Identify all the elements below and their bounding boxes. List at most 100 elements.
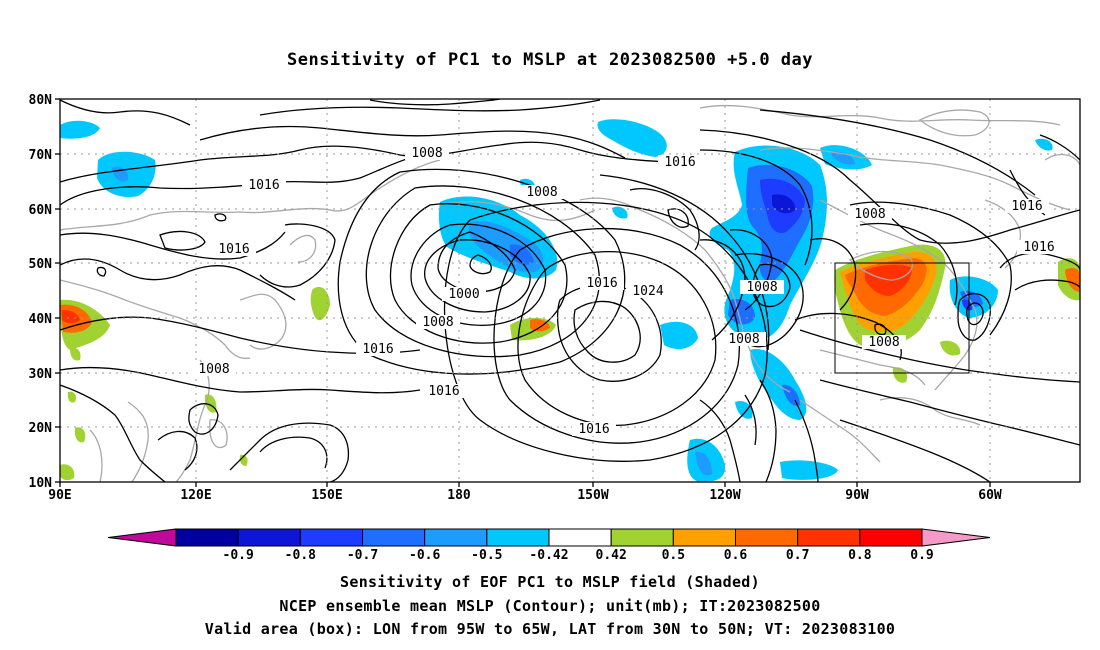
contour-label: 1008 [416, 315, 460, 330]
coastlines [60, 104, 1080, 482]
svg-text:1008: 1008 [198, 362, 229, 377]
colorbar-label: 0.6 [724, 548, 748, 563]
shade-negative [962, 299, 973, 311]
colorbar-segment [237, 528, 301, 547]
contour-label: 1016 [580, 276, 624, 291]
contour-label: 1008 [405, 146, 449, 161]
colorbar-segment [610, 528, 674, 547]
contour-label: 1008 [520, 185, 564, 200]
colorbar-label: 0.42 [596, 548, 627, 563]
colorbar-segment [735, 528, 799, 547]
contour-label: 1016 [1017, 240, 1061, 255]
svg-text:1008: 1008 [746, 280, 777, 295]
shade-positive [310, 286, 330, 321]
axis-ticks [55, 98, 991, 487]
shade-positive [70, 347, 81, 361]
svg-text:1016: 1016 [248, 178, 279, 193]
isobar-contours [60, 99, 1080, 482]
colorbar-segment [175, 528, 239, 547]
svg-text:1016: 1016 [578, 422, 609, 437]
lat-label: 30N [29, 367, 53, 382]
shade-positive [940, 340, 961, 356]
shade-negative [728, 298, 756, 325]
shade-positive [74, 427, 86, 443]
svg-text:1008: 1008 [728, 332, 759, 347]
contour-label: 1008 [192, 362, 236, 377]
shade-negative [830, 151, 855, 165]
colorbar-segment [424, 528, 488, 547]
contour-label: 1008 [740, 280, 784, 295]
lon-label: 180 [447, 488, 471, 503]
shade-positive [62, 309, 80, 323]
shade-negative [735, 400, 753, 419]
svg-text:1016: 1016 [664, 155, 695, 170]
lon-label: 120W [709, 488, 740, 503]
svg-text:1008: 1008 [526, 185, 557, 200]
plot-frame [59, 98, 1081, 483]
colorbar-label: -0.42 [529, 548, 568, 563]
shade-negative [695, 451, 712, 476]
shade-positive [892, 367, 908, 383]
lat-label: 20N [29, 421, 53, 436]
colorbar: -0.9 -0.8 -0.7 -0.6 -0.5 -0.42 0.42 0.5 0.6 0.7 0.… [107, 528, 991, 563]
lat-label: 80N [29, 93, 53, 108]
contour-label: 1008 [722, 332, 766, 347]
colorbar-label: 0.8 [848, 548, 872, 563]
svg-text:1008: 1008 [854, 207, 885, 222]
lon-label: 60W [978, 488, 1002, 503]
colorbar-label: -0.5 [471, 548, 502, 563]
colorbar-segment [299, 528, 364, 547]
lat-label: 60N [29, 203, 53, 218]
lon-label: 150E [311, 488, 342, 503]
figure-title: Sensitivity of PC1 to MSLP at 2023082500… [286, 50, 813, 70]
shade-negative [597, 119, 667, 157]
svg-text:1016: 1016 [1011, 199, 1042, 214]
contour-label: 1000 [442, 287, 486, 302]
colorbar-label: -0.7 [347, 548, 378, 563]
svg-text:1024: 1024 [632, 284, 663, 299]
shade-positive [67, 391, 77, 403]
shade-negative [510, 244, 534, 265]
valid-area-box [834, 262, 970, 374]
shade-negative [612, 206, 628, 219]
colorbar-segment [797, 528, 861, 547]
colorbar-label: 0.5 [662, 548, 685, 563]
colorbar-label: 0.9 [910, 548, 933, 563]
svg-text:1016: 1016 [428, 384, 459, 399]
colorbar-label: -0.8 [285, 548, 316, 563]
lon-label: 90W [845, 488, 869, 503]
contour-label: 1008 [862, 335, 906, 350]
shade-positive [530, 319, 550, 332]
contour-label: 1016 [356, 342, 400, 357]
colorbar-segment [672, 528, 736, 547]
contour-label: 1024 [626, 284, 670, 299]
lon-label: 120E [180, 488, 211, 503]
colorbar-segment [859, 528, 923, 547]
contour-label-group: 1008 1016 1008 1016 1008 1016 1000 1008 … [192, 146, 1061, 437]
shade-positive [60, 464, 75, 481]
colorbar-label: 0.7 [786, 548, 809, 563]
colorbar-label: -0.9 [223, 548, 254, 563]
shade-negative [780, 460, 838, 480]
lat-label: 40N [29, 312, 53, 327]
lon-label: 150W [577, 488, 608, 503]
svg-text:1008: 1008 [868, 335, 899, 350]
svg-text:1016: 1016 [586, 276, 617, 291]
shade-negative [1035, 138, 1053, 151]
svg-text:1016: 1016 [362, 342, 393, 357]
colorbar-label: -0.6 [409, 548, 440, 563]
shade-positive [1065, 267, 1080, 292]
colorbar-segment [486, 528, 550, 547]
map-plot-area: 1008 1016 1008 1016 1008 1016 1000 1008 … [60, 99, 1080, 482]
shade-negative [660, 321, 698, 350]
lat-label: 10N [29, 476, 53, 491]
svg-text:1016: 1016 [1023, 240, 1054, 255]
caption-line-3: Valid area (box): LON from 95W to 65W, L… [204, 620, 896, 638]
lat-axis-labels: 80N 70N 60N 50N 40N 30N 20N 10N [29, 93, 53, 491]
svg-text:1008: 1008 [422, 315, 453, 330]
lat-label: 50N [29, 257, 53, 272]
contour-label: 1016 [242, 178, 286, 193]
caption-line-2: NCEP ensemble mean MSLP (Contour); unit(… [279, 597, 821, 615]
contour-label: 1016 [212, 242, 256, 257]
